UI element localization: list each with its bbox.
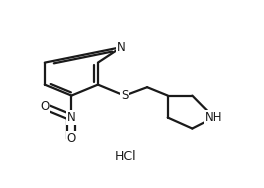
Text: N: N	[117, 41, 126, 54]
Text: O: O	[40, 100, 49, 113]
Text: NH: NH	[205, 111, 223, 124]
Text: O: O	[67, 132, 76, 145]
Text: N: N	[67, 111, 76, 124]
Text: S: S	[121, 89, 128, 102]
Text: HCl: HCl	[115, 150, 136, 164]
